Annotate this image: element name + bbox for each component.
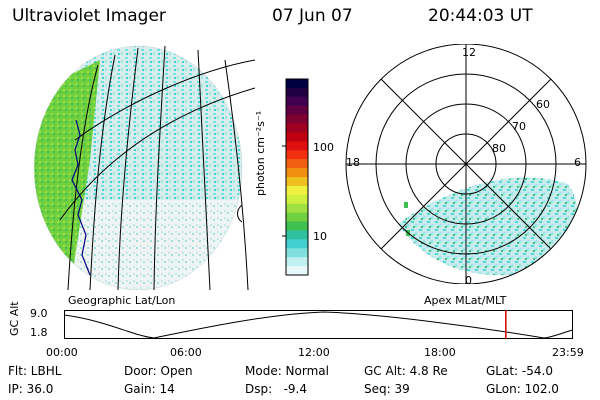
mlt-label-12: 12: [462, 46, 476, 59]
status-filter: Flt: LBHL: [8, 364, 62, 378]
instrument-title: Ultraviolet Imager: [12, 6, 166, 26]
colorbar-band: [286, 79, 308, 89]
colorbar-band: [286, 96, 308, 107]
status-mode: Mode: Normal: [245, 364, 329, 378]
time-tick-1800: 18:00: [424, 346, 456, 359]
timeline-y-bottom: 1.8: [30, 326, 48, 339]
colorbar-tick-label-low: 10: [313, 230, 327, 243]
status-gain: Gain: 14: [124, 382, 175, 396]
colorbar-unit-label: photon cm⁻²s⁻¹: [254, 110, 267, 196]
status-glon: GLon: 102.0: [486, 382, 559, 396]
lat-label-80: 80: [492, 142, 506, 155]
colorbar-band: [286, 221, 308, 231]
status-ip: IP: 36.0: [8, 382, 54, 396]
colorbar-band: [286, 257, 308, 267]
colorbar: [282, 78, 309, 276]
time-tick-1200: 12:00: [298, 346, 330, 359]
status-glat: GLat: -54.0: [486, 364, 553, 378]
geographic-image: [33, 45, 256, 290]
right-panel-caption: Apex MLat/MLT: [424, 294, 507, 307]
colorbar-band: [286, 177, 308, 187]
date-label: 07 Jun 07: [272, 6, 353, 26]
status-seq: Seq: 39: [364, 382, 410, 396]
colorbar-band: [286, 248, 308, 258]
mlt-label-0: 0: [465, 274, 472, 287]
left-panel-caption: Geographic Lat/Lon: [68, 294, 176, 307]
colorbar-band: [286, 168, 308, 178]
status-door: Door: Open: [124, 364, 193, 378]
time-label: 20:44:03 UT: [428, 6, 533, 26]
status-gc-alt: GC Alt: 4.8 Re: [364, 364, 448, 378]
time-tick-2359: 23:59: [552, 346, 584, 359]
colorbar-tick-label-high: 100: [313, 141, 334, 154]
time-tick-0000: 00:00: [46, 346, 78, 359]
timeline-plot: [64, 310, 574, 339]
polar-plot: [345, 44, 587, 284]
colorbar-band: [286, 132, 308, 142]
colorbar-band: [286, 212, 308, 223]
time-tick-0600: 06:00: [170, 346, 202, 359]
colorbar-band: [286, 105, 308, 116]
status-dsp: Dsp: -9.4: [245, 382, 308, 396]
colorbar-band: [286, 239, 308, 249]
colorbar-band: [286, 150, 308, 160]
colorbar-band: [286, 123, 308, 133]
mlt-label-6: 6: [574, 156, 581, 169]
colorbar-band: [286, 194, 308, 205]
mlt-label-18: 18: [346, 156, 360, 169]
lat-label-70: 70: [512, 120, 526, 133]
timeline-y-top: 9.0: [30, 307, 48, 320]
timeline-axis-label: GC Alt: [8, 301, 21, 336]
colorbar-band: [286, 141, 308, 151]
colorbar-band: [286, 87, 308, 98]
colorbar-band: [286, 114, 308, 125]
lat-label-60: 60: [536, 98, 550, 111]
colorbar-band: [286, 230, 308, 240]
colorbar-band: [286, 266, 308, 276]
colorbar-band: [286, 159, 308, 169]
colorbar-band: [286, 185, 308, 196]
colorbar-band: [286, 203, 308, 214]
